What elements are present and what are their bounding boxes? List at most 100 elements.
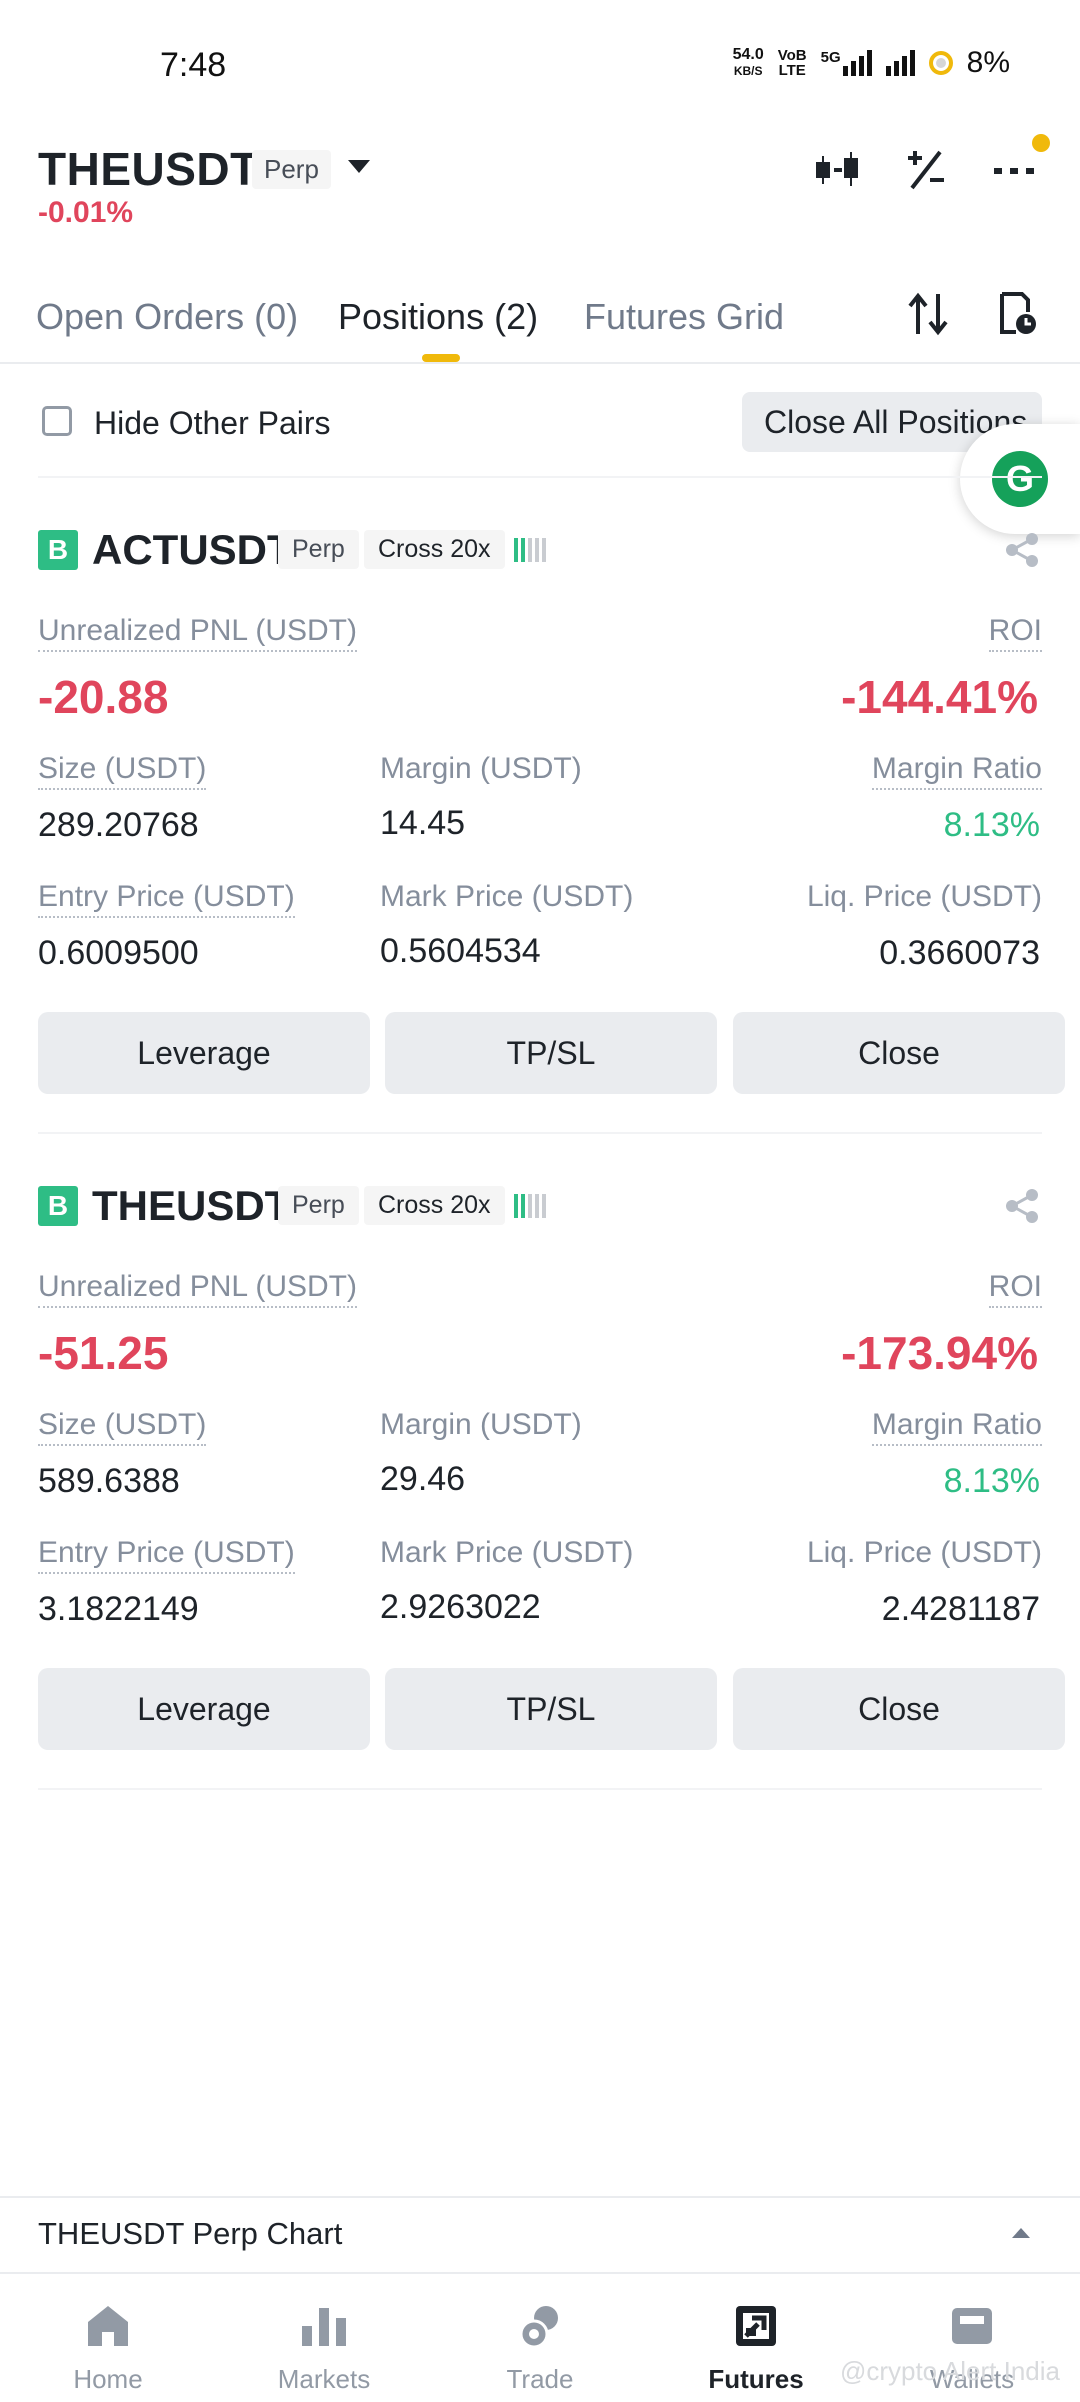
size-label[interactable]: Size (USDT) [38,752,207,790]
chart-panel-toggle[interactable]: THEUSDT Perp Chart [0,2196,1080,2270]
tab-open-orders[interactable]: Open Orders (0) [36,296,299,337]
nav-home[interactable]: Home [0,2274,216,2402]
margin-value: 14.45 [380,804,466,842]
price-change: -0.01% [38,196,134,229]
entry-price-label[interactable]: Entry Price (USDT) [38,1536,295,1574]
entry-price-value: 0.6009500 [38,934,199,972]
trade-icon [519,2306,558,2349]
roi-value: -173.94% [841,1327,1038,1379]
nav-futures[interactable]: Futures [648,2274,864,2402]
close-position-button[interactable]: Close [733,1668,1065,1750]
contract-type-tag: Perp [252,150,331,189]
pnl-label[interactable]: Unrealized PNL (USDT) [38,614,357,652]
size-value: 289.20768 [38,806,199,844]
risk-level-indicator [514,538,546,562]
hide-other-pairs-checkbox[interactable] [42,406,72,436]
battery-percent: 8% [966,46,1010,79]
grammarly-floating-button[interactable]: G [960,424,1080,534]
calculator-icon[interactable] [896,140,956,200]
divider [38,476,1042,478]
liq-price-value: 0.3660073 [879,934,1040,972]
margin-mode-tag[interactable]: Cross 20x [364,1186,505,1225]
candlestick-chart-icon[interactable] [808,140,868,200]
status-icons: 54.0 KB/S VoB LTE 5G 8% [733,46,1010,80]
notification-dot [1032,134,1050,152]
margin-ratio-label[interactable]: Margin Ratio [871,752,1042,790]
margin-label: Margin (USDT) [380,752,582,785]
leverage-button[interactable]: Leverage [38,1012,370,1094]
symbol-title[interactable]: THEUSDT [38,143,259,195]
close-position-button[interactable]: Close [733,1012,1065,1094]
size-label[interactable]: Size (USDT) [38,1408,207,1446]
grammarly-icon: G [992,451,1048,507]
signal-icon [885,50,915,76]
chart-panel-label: THEUSDT Perp Chart [38,2216,343,2251]
entry-price-value: 3.1822149 [38,1590,199,1628]
position-card: B THEUSDT Perp Cross 20x Unrealized PNL … [0,1182,1080,1786]
position-card: B ACTUSDT Perp Cross 20x Unrealized PNL … [0,526,1080,1130]
nav-label: Wallets [929,2364,1015,2394]
tab-positions[interactable]: Positions (2) [338,296,539,337]
tab-futures-grid[interactable]: Futures Grid [584,296,785,337]
roi-label[interactable]: ROI [988,614,1042,652]
nav-wallets[interactable]: Wallets [864,2274,1080,2402]
liq-price-value: 2.4281187 [881,1590,1040,1628]
nav-label: Markets [277,2364,371,2394]
divider [38,1788,1042,1790]
mark-price-label: Mark Price (USDT) [380,1536,634,1569]
tpsl-button[interactable]: TP/SL [385,1668,717,1750]
roi-value: -144.41% [841,671,1038,723]
margin-ratio-value: 8.13% [943,1462,1040,1500]
unrealized-pnl: -20.88 [38,671,169,723]
nav-label: Home [73,2364,143,2394]
entry-price-label[interactable]: Entry Price (USDT) [38,880,295,918]
margin-ratio-label[interactable]: Margin Ratio [871,1408,1042,1446]
wallet-icon [952,2308,992,2344]
leverage-button[interactable]: Leverage [38,1668,370,1750]
signal-5g-icon: 5G [821,50,872,76]
net-speed: 54.0 KB/S [732,46,764,79]
margin-value: 29.46 [380,1460,466,1498]
futures-icon [736,2306,776,2346]
nav-markets[interactable]: Markets [216,2274,432,2402]
divider [38,1132,1042,1134]
nav-label: Futures [708,2364,804,2394]
sort-icon[interactable] [898,284,958,344]
mark-price-value: 0.5604534 [380,932,541,970]
watermark: @crypto Alert India [839,2356,1060,2386]
mark-price-label: Mark Price (USDT) [380,880,634,913]
tpsl-button[interactable]: TP/SL [385,1012,717,1094]
margin-ratio-value: 8.13% [943,806,1040,844]
side-badge: B [38,1186,78,1226]
hide-other-pairs-label: Hide Other Pairs [94,405,331,441]
more-icon[interactable] [984,140,1044,200]
order-history-icon[interactable] [988,284,1048,344]
roi-label[interactable]: ROI [988,1270,1042,1308]
position-symbol[interactable]: ACTUSDT [92,526,293,573]
tabs-divider [0,362,1080,364]
size-value: 589.6388 [38,1462,180,1500]
risk-level-indicator [514,1194,546,1218]
liq-price-label: Liq. Price (USDT) [806,880,1042,913]
active-tab-indicator [422,354,460,362]
margin-label: Margin (USDT) [380,1408,582,1441]
contract-tag: Perp [278,1186,359,1225]
share-icon[interactable] [1004,532,1040,573]
home-icon [88,2306,128,2346]
mark-price-value: 2.9263022 [380,1588,541,1626]
symbol-dropdown-icon[interactable] [348,160,370,173]
battery-icon [928,51,953,75]
pnl-label[interactable]: Unrealized PNL (USDT) [38,1270,357,1308]
nav-trade[interactable]: Trade [432,2274,648,2402]
nav-label: Trade [506,2364,574,2394]
liq-price-label: Liq. Price (USDT) [806,1536,1042,1569]
side-badge: B [38,530,78,570]
expand-up-icon[interactable] [1012,2228,1030,2238]
margin-mode-tag[interactable]: Cross 20x [364,530,505,569]
volte-indicator: VoB LTE [777,47,807,79]
unrealized-pnl: -51.25 [38,1327,169,1379]
status-time: 7:48 [160,46,227,84]
share-icon[interactable] [1004,1188,1040,1229]
contract-tag: Perp [278,530,359,569]
position-symbol[interactable]: THEUSDT [92,1182,291,1229]
